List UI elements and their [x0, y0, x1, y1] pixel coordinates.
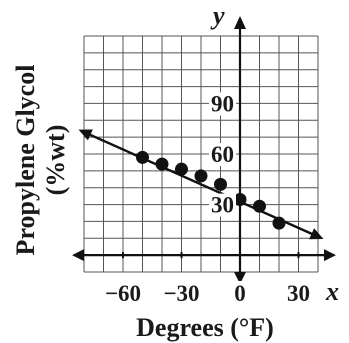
y-axis-label-2: (%wt)	[41, 125, 70, 196]
axes	[72, 16, 336, 284]
trend-arrow-right	[309, 228, 324, 240]
x-tick-label-bg	[161, 281, 202, 306]
y-axis-label-line1: Propylene Glycol	[11, 65, 40, 256]
y-tick-label: 30	[211, 193, 234, 218]
x-tick-label-bg	[102, 281, 144, 306]
data-point	[175, 162, 188, 176]
data-point	[136, 150, 149, 164]
x-tick-label-bg	[285, 281, 312, 306]
y-axis-arrow-down	[234, 272, 246, 284]
x-tick-label: 30	[287, 281, 310, 306]
x-axis-label: Degrees (°F)	[136, 313, 274, 342]
y-axis-arrow-up	[234, 16, 246, 29]
data-point	[155, 157, 169, 171]
x-tick-label: 0	[234, 281, 246, 306]
data-point	[194, 169, 208, 183]
x-tick-label: −60	[105, 281, 141, 306]
data-point	[214, 177, 227, 191]
data-point	[272, 216, 286, 230]
trend-arrow-left	[78, 129, 93, 141]
y-tick-label: 90	[211, 91, 234, 116]
y-tick-label-bg	[209, 193, 236, 217]
y-axis-label: Propylene Glycol	[11, 65, 40, 256]
tick-labels: −60 −30 0 30 30 60 90	[102, 91, 312, 306]
data-points	[136, 150, 286, 230]
y-tick-label: 60	[211, 142, 234, 167]
x-tick-label: −30	[163, 281, 199, 306]
grid	[83, 35, 319, 273]
x-axis-arrow-left	[72, 249, 84, 262]
x-axis-arrow-right	[324, 249, 336, 262]
x-axis-variable: x	[325, 277, 339, 306]
y-tick-label-bg	[209, 143, 236, 166]
y-axis-variable: y	[210, 1, 225, 30]
data-point	[233, 193, 247, 207]
data-point	[253, 199, 266, 213]
x-tick-label-bg	[232, 281, 248, 306]
y-axis-label-line2: (%wt)	[41, 125, 70, 196]
y-tick-label-bg	[209, 92, 236, 116]
